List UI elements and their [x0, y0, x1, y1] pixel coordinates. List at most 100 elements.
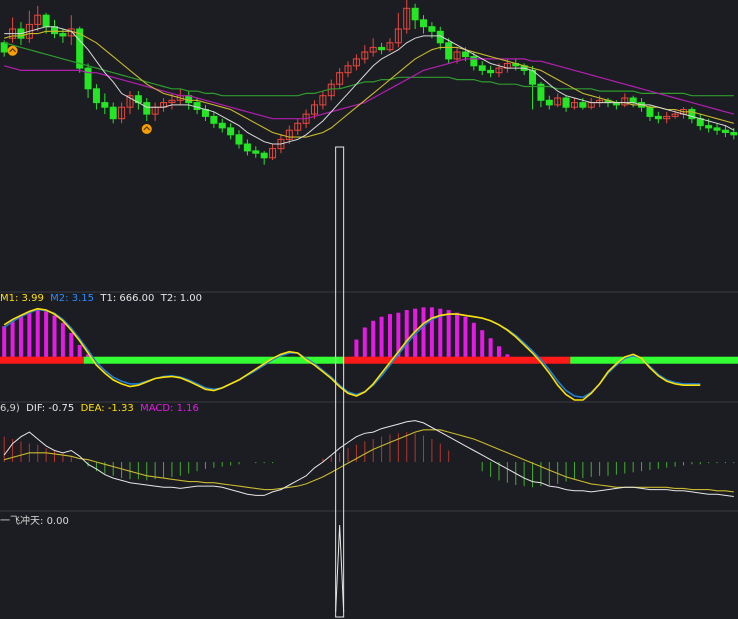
indicator-bar	[421, 307, 426, 360]
indicator-bar	[362, 327, 367, 360]
indicator-band-segment	[276, 356, 286, 364]
m2-label: M2:	[50, 293, 72, 304]
indicator-band-segment	[75, 356, 85, 364]
indicator-band-segment	[469, 356, 479, 364]
indicator-bar	[18, 316, 23, 360]
indicator-band-segment	[259, 356, 269, 364]
dif-label: DIF:	[26, 403, 49, 414]
candle-body	[34, 14, 42, 25]
indicator-band-segment	[603, 356, 613, 364]
indicator-band-segment	[67, 356, 76, 364]
candle-body	[352, 58, 360, 67]
indicator-band-segment	[654, 356, 664, 364]
candle-body	[621, 97, 629, 106]
indicator-band-segment	[226, 356, 236, 364]
candle-body	[252, 150, 260, 154]
candle-body	[562, 97, 570, 108]
indicator-bar	[52, 315, 57, 360]
ma-yellow-line	[4, 30, 734, 138]
indicator-band-segment	[402, 356, 412, 364]
candle-body	[688, 109, 696, 120]
indicator-m2-line	[3, 308, 701, 399]
indicator-bar	[429, 307, 434, 360]
indicator-band-segment	[218, 356, 227, 364]
signal-label: 一飞冲天:	[0, 516, 47, 527]
candle-body	[428, 26, 436, 32]
indicator-band-segment	[150, 356, 160, 364]
candle-body	[59, 33, 67, 37]
indicator-bar	[379, 316, 384, 360]
candle-body	[705, 125, 713, 129]
indicator-band-segment	[478, 356, 487, 364]
candle-body	[218, 122, 226, 129]
indicator-band-segment	[729, 356, 738, 364]
signal-value: 0.00	[46, 516, 69, 527]
candle-body	[118, 106, 126, 120]
indicator-band-segment	[696, 356, 705, 364]
dea-value: -1.33	[107, 403, 134, 414]
indicator-band-segment	[612, 356, 622, 364]
indicator-band-segment	[712, 356, 722, 364]
m2-value: 3.15	[71, 293, 94, 304]
candle-body	[487, 69, 495, 74]
t2-label: T2:	[160, 293, 180, 304]
dif-value: -0.75	[48, 403, 75, 414]
candle-body	[495, 67, 503, 74]
indicator-band-segment	[100, 356, 110, 364]
indicator-bars-group	[0, 307, 738, 364]
indicator-bar	[496, 346, 501, 360]
indicator-band-segment	[561, 356, 571, 364]
indicator-band-segment	[511, 356, 521, 364]
candle-body	[654, 115, 662, 120]
candle-body	[193, 102, 201, 110]
indicator-band-segment	[310, 356, 320, 364]
indicator-band-segment	[670, 356, 680, 364]
indicator-band-segment	[192, 356, 202, 364]
candle-body	[361, 51, 369, 60]
indicator-m1-line	[3, 307, 701, 401]
ma-white-line	[4, 26, 735, 145]
candle-body	[227, 127, 235, 136]
indicator-band-segment	[184, 356, 194, 364]
indicator-band-segment	[494, 356, 504, 364]
candle-body	[478, 65, 486, 71]
candle-body	[445, 42, 453, 60]
indicator-bar	[354, 339, 359, 360]
candle-body	[646, 106, 654, 117]
indicator-band-segment	[209, 356, 219, 364]
indicator-band-segment	[419, 356, 429, 364]
macd-hist-group	[3, 432, 735, 488]
indicator-band-segment	[628, 356, 638, 364]
indicator-band-segment	[553, 356, 563, 364]
indicator-band-segment	[662, 356, 672, 364]
indicator-band-segment	[637, 356, 647, 364]
indicator-band-segment	[8, 356, 18, 364]
indicator-bar	[69, 332, 74, 360]
candle-body	[235, 134, 243, 145]
indicator-band-segment	[25, 356, 35, 364]
indicator-band-segment	[343, 356, 353, 364]
indicator-band-segment	[369, 356, 378, 364]
candle-body	[310, 104, 318, 115]
indicator-band-segment	[92, 356, 102, 364]
candle-body	[570, 102, 578, 108]
macd-header: 6,9) DIF: -0.75 DEA: -1.33 MACD: 1.16	[0, 403, 199, 416]
macd-dif-line	[3, 420, 734, 497]
candle-body	[403, 7, 411, 30]
t1-value: 666.00	[119, 293, 155, 304]
candle-body	[92, 88, 100, 104]
candle-body	[411, 7, 419, 21]
indicator-band-segment	[385, 356, 395, 364]
signal-badge-arrow	[9, 47, 17, 53]
indicator-band-segment	[142, 356, 152, 364]
indicator-band-segment	[360, 356, 370, 364]
candle-body	[25, 23, 33, 39]
dea-label: DEA:	[80, 403, 108, 414]
candle-body	[386, 42, 394, 51]
indicator-bar	[438, 308, 443, 360]
indicator-band-segment	[570, 356, 580, 364]
indicator-header: M1: 3.99 M2: 3.15 T1: 666.00 T2: 1.00	[0, 293, 202, 306]
indicator-band-segment	[327, 356, 336, 364]
candle-body	[84, 67, 92, 90]
